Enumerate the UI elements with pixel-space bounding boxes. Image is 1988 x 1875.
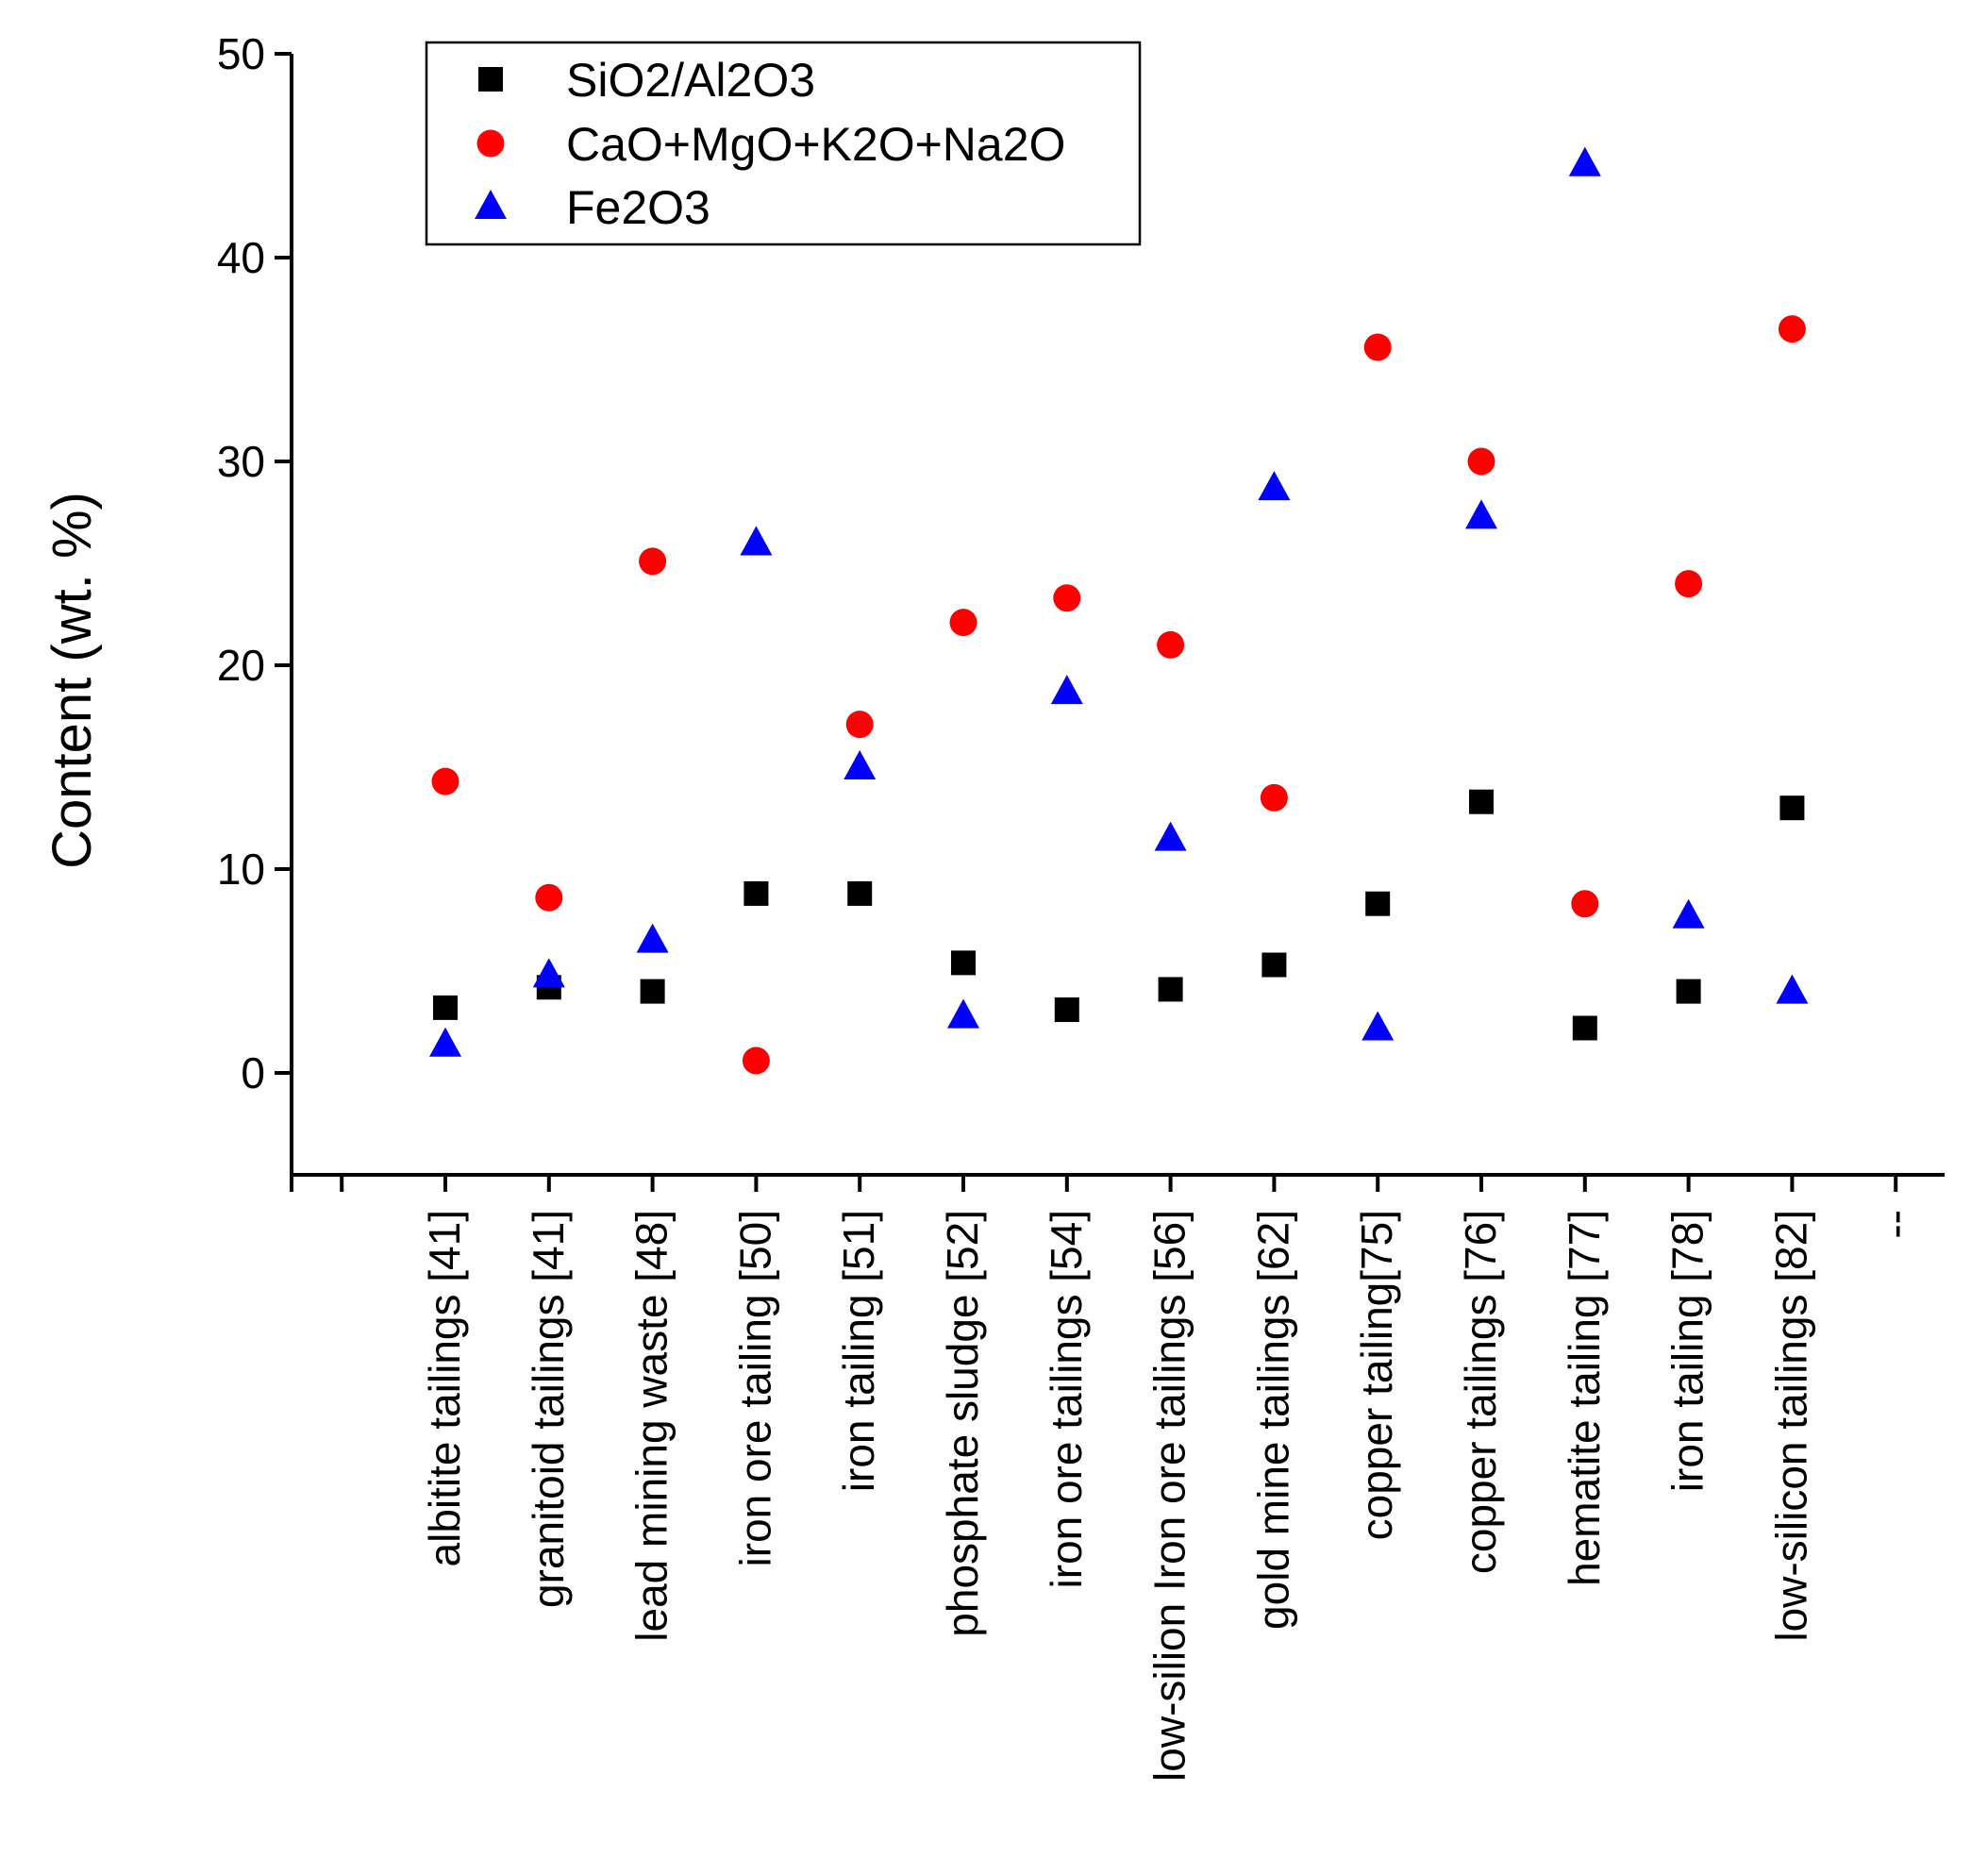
triangle-data-point [1568, 146, 1601, 176]
square-data-point [1365, 891, 1391, 916]
triangle-data-point [532, 958, 565, 988]
triangle-data-point [1465, 499, 1497, 529]
legend-triangle-marker [475, 190, 507, 220]
triangle-data-point [1154, 821, 1187, 851]
y-tick-label: 0 [241, 1048, 265, 1097]
circle-data-point [639, 547, 667, 576]
x-category-label: iron tailing [78] [1663, 1210, 1712, 1492]
triangle-data-point [844, 750, 877, 780]
legend-square-marker [478, 67, 503, 92]
triangle-data-point [1672, 898, 1705, 929]
square-data-point [1676, 979, 1701, 1004]
series-circle [431, 315, 1806, 1075]
legend-label: CaO+MgO+K2O+Na2O [566, 118, 1065, 171]
x-category-label: granitoid tailings [41] [524, 1210, 573, 1608]
x-category-label: -- [1870, 1210, 1919, 1239]
x-category-label: iron tailing [51] [834, 1210, 883, 1492]
x-category-label: low-silion Iron ore tailings [56] [1145, 1210, 1194, 1782]
triangle-data-point [636, 923, 669, 953]
legend: SiO2/Al2O3 CaO+MgO+K2O+Na2O Fe2O3 [425, 41, 1142, 246]
legend-label: Fe2O3 [566, 181, 710, 234]
x-category-label: iron ore tailing [50] [730, 1210, 779, 1566]
y-tick-label: 20 [217, 641, 265, 690]
y-tick-label: 30 [217, 437, 265, 486]
circle-data-point [535, 883, 563, 912]
x-axis-ticks [290, 1175, 1898, 1192]
circle-data-point [1363, 333, 1392, 361]
y-axis-title: Content (wt. %) [42, 492, 103, 869]
square-data-point [1779, 795, 1805, 821]
triangle-data-point [1050, 675, 1083, 705]
x-category-label: lead mining waste [48] [627, 1210, 677, 1642]
square-data-point [1261, 952, 1287, 978]
x-category-label: copper tailing[75] [1352, 1210, 1401, 1540]
circle-data-point [742, 1046, 770, 1075]
series-square [433, 789, 1805, 1041]
circle-data-point [1778, 315, 1806, 343]
x-category-label: iron ore tailings [54] [1042, 1210, 1091, 1588]
square-data-point [743, 880, 769, 906]
square-data-point [847, 880, 873, 906]
legend-box [425, 41, 1142, 246]
circle-data-point [1571, 890, 1599, 918]
y-tick-label: 50 [217, 29, 265, 78]
circle-data-point [1053, 584, 1081, 612]
y-axis-ticks: 0 10 20 30 40 50 [217, 29, 292, 1097]
x-axis-category-labels: albitite tailings [41] granitoid tailings… [420, 1210, 1919, 1782]
square-data-point [1572, 1015, 1597, 1041]
triangle-data-point [1776, 974, 1809, 1004]
circle-data-point [1467, 447, 1495, 476]
triangle-data-point [429, 1027, 461, 1057]
x-category-label: low-silicon tailings [82] [1766, 1210, 1815, 1642]
circle-data-point [1157, 630, 1185, 659]
x-category-label: gold mine tailings [62] [1248, 1210, 1297, 1630]
square-data-point [1054, 997, 1079, 1023]
square-data-point [1158, 977, 1183, 1002]
square-data-point [1469, 789, 1494, 814]
x-category-label: albitite tailings [41] [420, 1210, 469, 1566]
triangle-data-point [1258, 471, 1291, 501]
triangle-data-point [947, 998, 979, 1029]
square-data-point [951, 950, 976, 976]
circle-data-point [949, 609, 977, 637]
circle-data-point [1260, 783, 1288, 812]
triangle-data-point [740, 526, 773, 556]
y-tick-label: 40 [217, 233, 265, 282]
legend-circle-marker [476, 129, 505, 158]
y-tick-label: 10 [217, 845, 265, 894]
triangle-data-point [1362, 1011, 1395, 1041]
series-triangle [429, 146, 1809, 1057]
circle-data-point [1675, 570, 1703, 598]
data-points [429, 146, 1809, 1075]
legend-label: SiO2/Al2O3 [566, 54, 815, 107]
square-data-point [433, 995, 458, 1020]
square-data-point [640, 979, 665, 1004]
circle-data-point [845, 711, 874, 739]
x-category-label: phosphate sludge [52] [938, 1210, 987, 1637]
x-category-label: hematite tailing [77] [1560, 1210, 1609, 1586]
x-category-label: copper tailings [76] [1456, 1210, 1505, 1574]
circle-data-point [431, 767, 459, 795]
